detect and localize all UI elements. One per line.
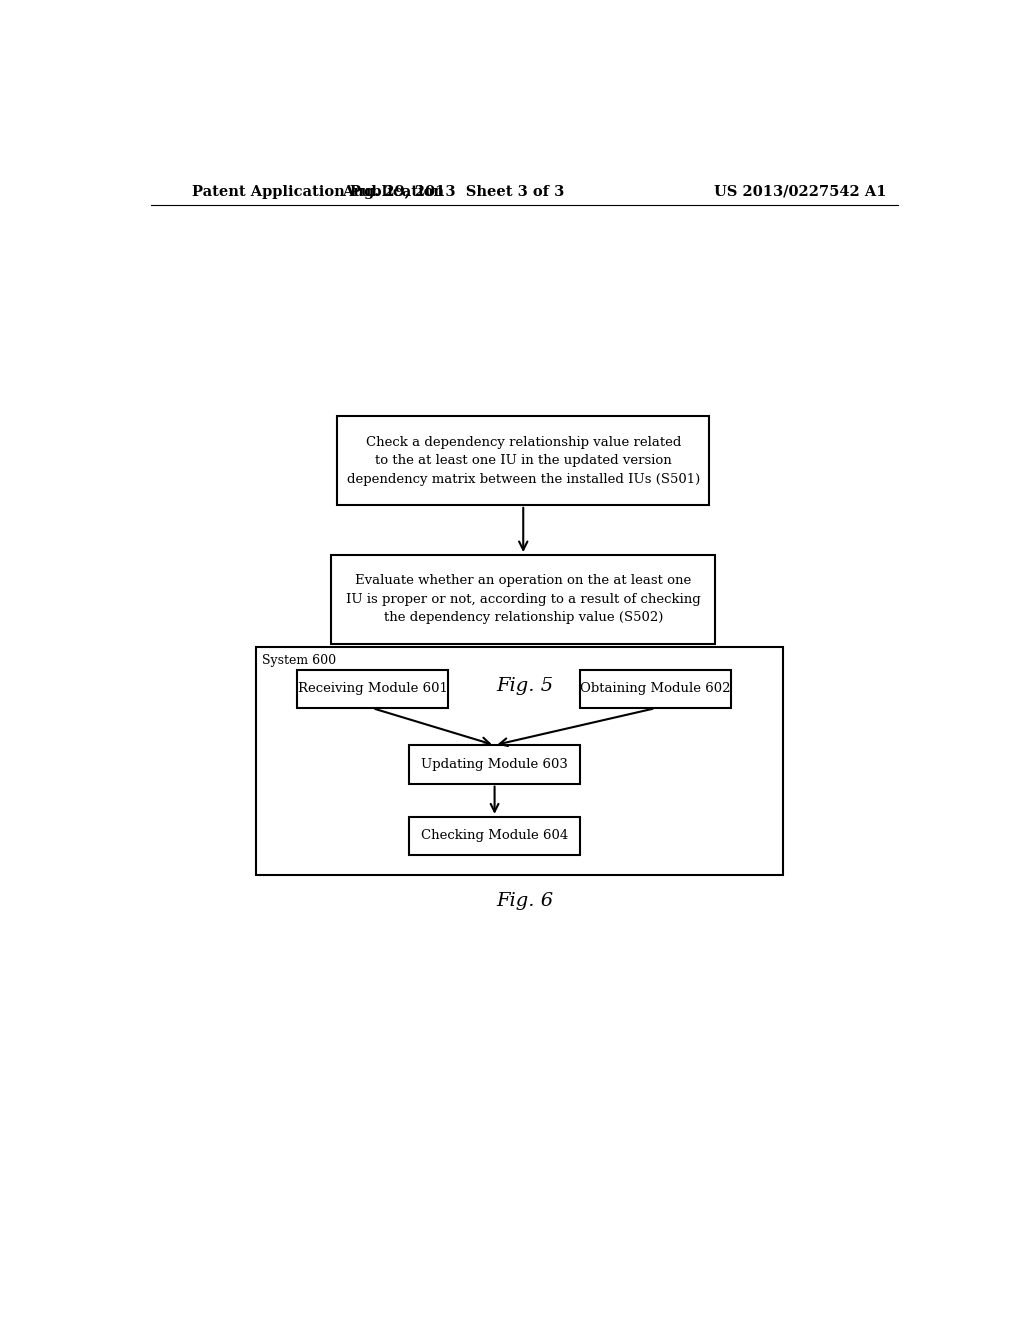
Text: Updating Module 603: Updating Module 603 [421,758,568,771]
Text: Receiving Module 601: Receiving Module 601 [298,682,447,696]
Text: Check a dependency relationship value related
to the at least one IU in the upda: Check a dependency relationship value re… [347,436,699,486]
FancyBboxPatch shape [331,554,716,644]
Text: Aug. 29, 2013  Sheet 3 of 3: Aug. 29, 2013 Sheet 3 of 3 [342,185,564,198]
FancyBboxPatch shape [410,744,580,784]
Text: Checking Module 604: Checking Module 604 [421,829,568,842]
FancyBboxPatch shape [256,647,783,875]
Text: Fig. 5: Fig. 5 [497,677,553,694]
Text: Patent Application Publication: Patent Application Publication [191,185,443,198]
Text: Fig. 6: Fig. 6 [497,892,553,909]
FancyBboxPatch shape [410,817,580,855]
Text: Evaluate whether an operation on the at least one
IU is proper or not, according: Evaluate whether an operation on the at … [346,574,700,624]
FancyBboxPatch shape [580,669,731,708]
FancyBboxPatch shape [297,669,449,708]
Text: US 2013/0227542 A1: US 2013/0227542 A1 [715,185,887,198]
Text: System 600: System 600 [262,653,336,667]
FancyBboxPatch shape [337,416,710,506]
Text: Obtaining Module 602: Obtaining Module 602 [581,682,731,696]
